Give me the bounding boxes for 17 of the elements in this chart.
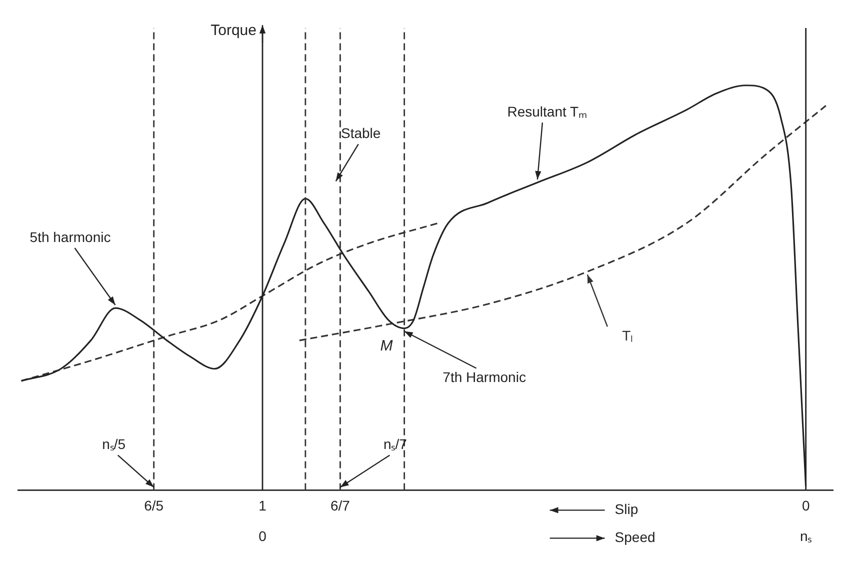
x-axis-title: Slip <box>614 501 638 518</box>
annotation: nₛ <box>800 528 812 544</box>
text: Resultant Tₘ <box>507 103 588 120</box>
text: Tₗ <box>622 327 633 344</box>
annotation: Stable <box>341 125 381 142</box>
x-tick-label: 6/5 <box>144 497 164 514</box>
x2-axis-title: Speed <box>614 529 656 546</box>
annotation: nₛ/7 <box>383 436 408 452</box>
annotation: 7th Harmonic <box>442 369 526 386</box>
y-axis-title: Torque <box>210 22 256 40</box>
annotation: 0 <box>258 528 267 544</box>
annotation: M <box>380 337 394 354</box>
x-tick-label: 6/7 <box>330 497 350 514</box>
x-tick-label: 0 <box>802 497 810 514</box>
x-tick-label: 1 <box>258 497 267 514</box>
annotation: nₛ/5 <box>102 436 126 452</box>
annotation: 5th harmonic <box>30 228 111 245</box>
